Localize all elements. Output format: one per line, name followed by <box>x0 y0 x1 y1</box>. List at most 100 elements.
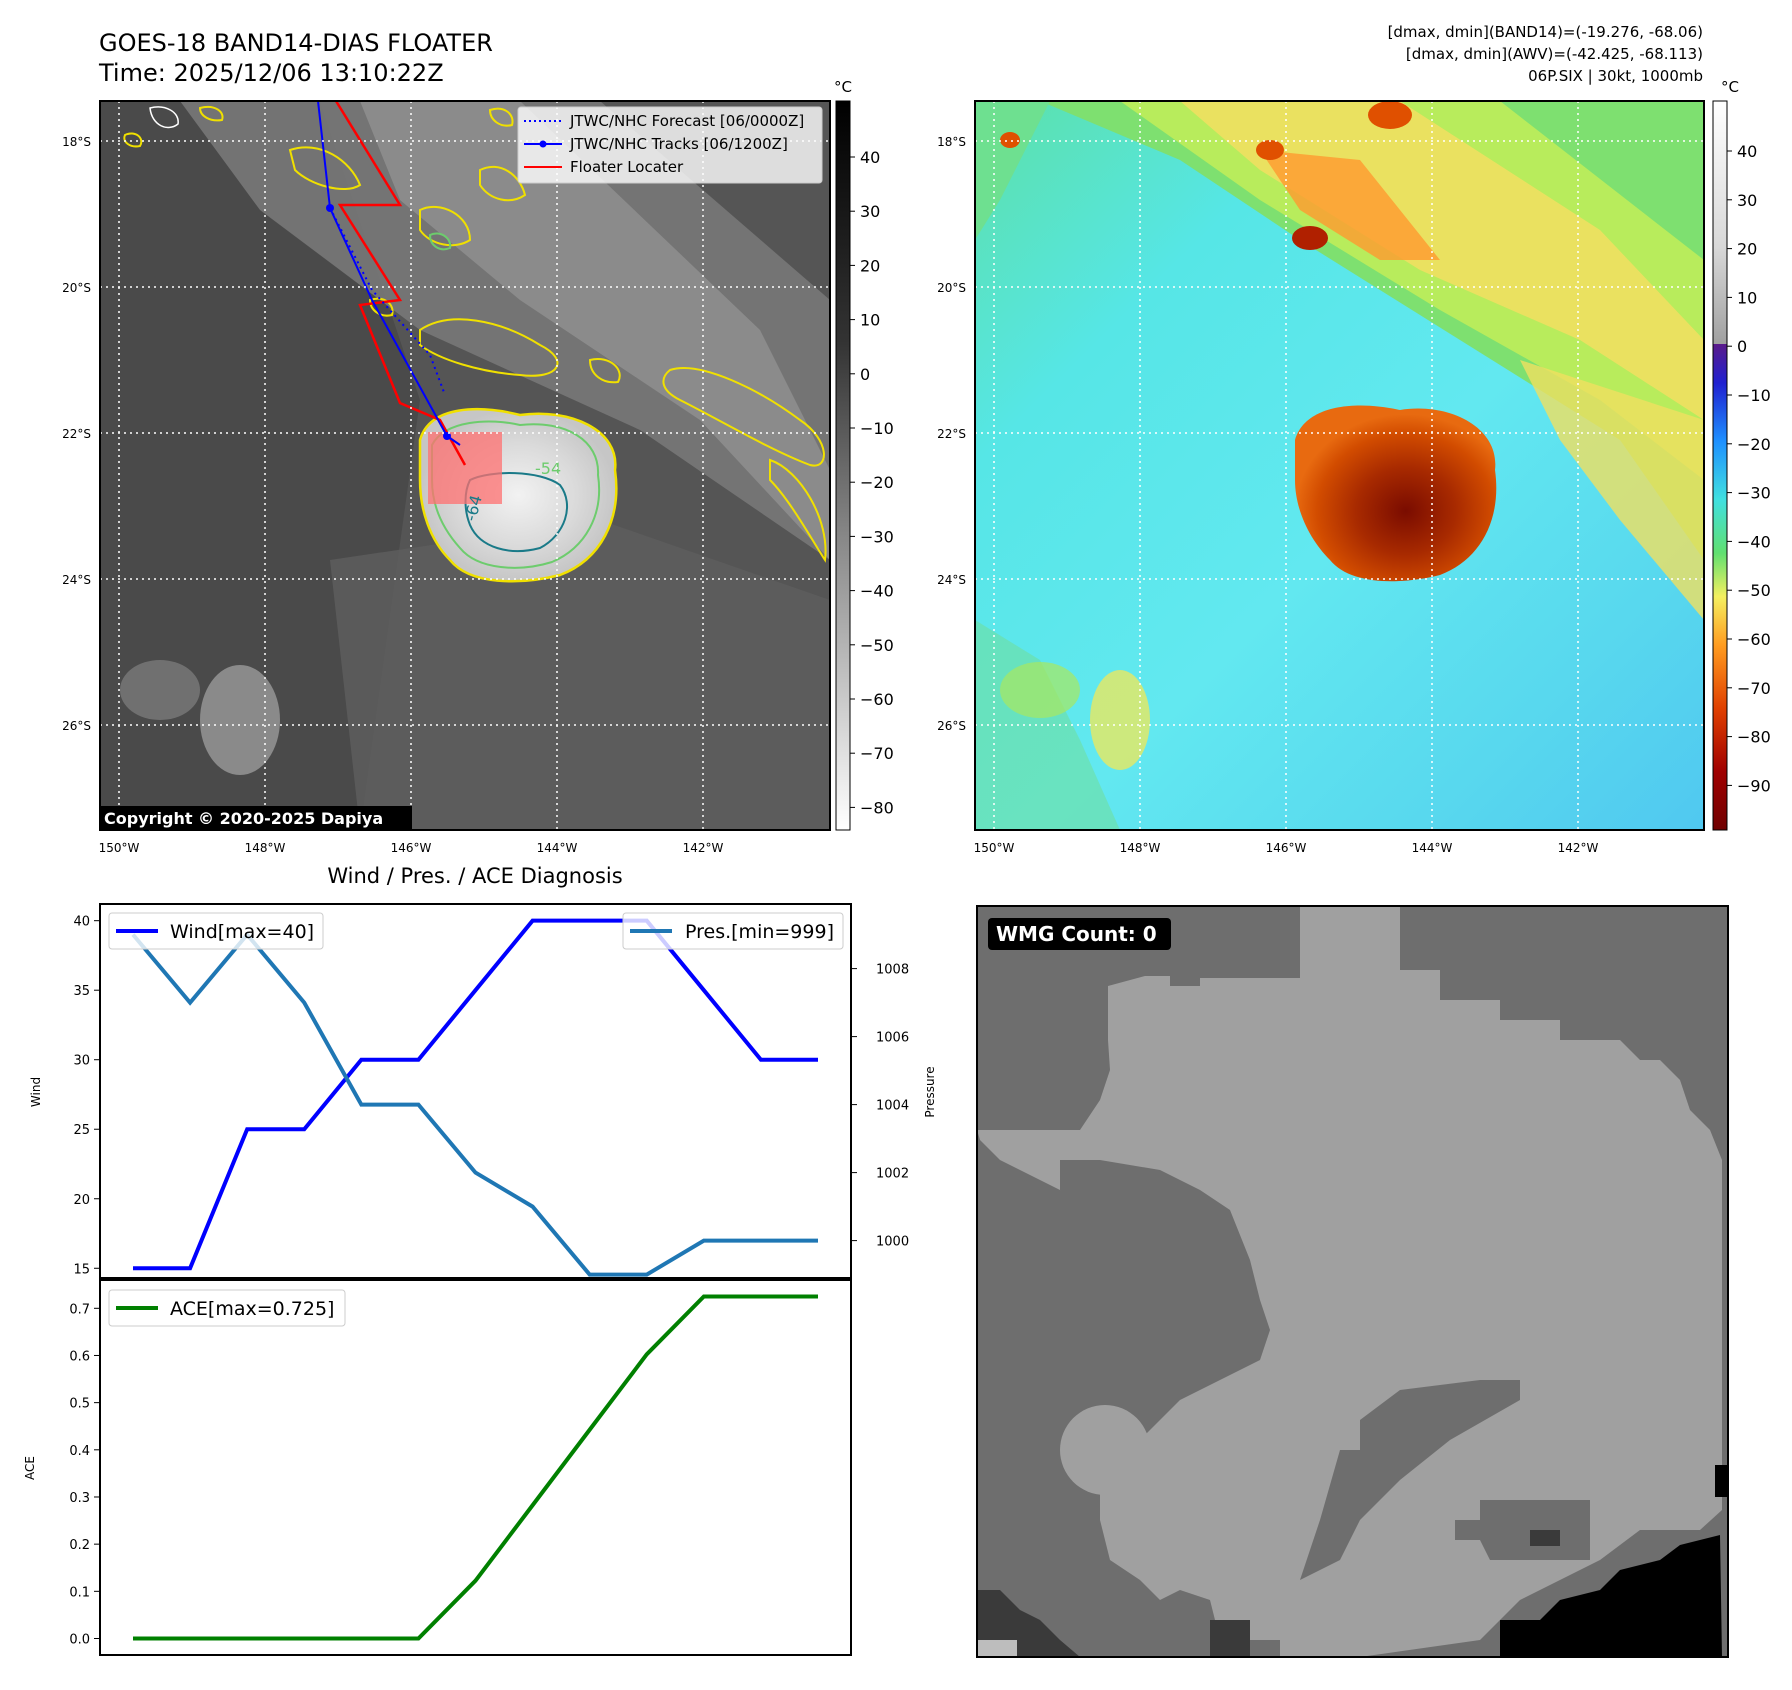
colorbar-tick-label: −40 <box>1737 532 1771 551</box>
colorbar-tick-label: 30 <box>1737 191 1757 210</box>
wind-tick-label: 20 <box>73 1193 90 1208</box>
ace-tick-label: 0.5 <box>69 1397 90 1412</box>
ace-legend-label: ACE[max=0.725] <box>170 1298 334 1320</box>
ir-map-lon-labels: 150°W 148°W 146°W 144°W 142°W <box>99 841 724 855</box>
lat-label: 20°S <box>62 281 91 295</box>
wind-axis-label: Wind <box>29 1077 43 1107</box>
color-colorbar: °C 40 30 20 10 0 −10 −20 −30 −40 −50 −60 −70 −80 −90 <box>1712 78 1771 831</box>
pressure-legend-label: Pres.[min=999] <box>685 921 834 943</box>
ir-map-legend: JTWC/NHC Forecast [06/0000Z] JTWC/NHC Tr… <box>517 106 823 184</box>
lat-label: 24°S <box>937 573 966 587</box>
stats-line2: [dmax, dmin](AWV)=(-42.425, -68.113) <box>1406 45 1703 63</box>
wind-chart-frame <box>99 903 852 1279</box>
awv-map-lat-labels: 18°S 20°S 22°S 24°S 26°S <box>937 135 966 733</box>
colorbar-tick-label: 20 <box>860 256 880 275</box>
colorbar-tick-label: −60 <box>860 690 894 709</box>
lon-label: 150°W <box>99 841 140 855</box>
lat-label: 18°S <box>62 135 91 149</box>
colorbar-tick-label: −20 <box>860 473 894 492</box>
wind-axis-ticks: 15 20 25 30 35 40 <box>73 915 100 1277</box>
pressure-tick-label: 1004 <box>876 1099 909 1114</box>
wind-legend-label: Wind[max=40] <box>170 921 314 943</box>
lat-label: 22°S <box>62 427 91 441</box>
legend-floater-label: Floater Locater <box>570 158 684 176</box>
colorbar-tick-label: 0 <box>860 365 870 384</box>
figure-title-line1: GOES-18 BAND14-DIAS FLOATER <box>99 29 493 57</box>
lon-label: 146°W <box>1266 841 1307 855</box>
wind-tick-label: 40 <box>73 915 90 930</box>
pressure-tick-label: 1006 <box>876 1031 909 1046</box>
stats-line1: [dmax, dmin](BAND14)=(-19.276, -68.06) <box>1388 23 1703 41</box>
colorbar-tick-label: 40 <box>860 148 880 167</box>
wmg-count-box <box>988 918 1171 950</box>
wind-tick-label: 30 <box>73 1054 90 1069</box>
diagnosis-title: Wind / Pres. / ACE Diagnosis <box>327 864 622 888</box>
lon-label: 146°W <box>391 841 432 855</box>
colorbar-tick-label: −10 <box>860 419 894 438</box>
colorbar-tick-label: −80 <box>1737 728 1771 747</box>
colorbar-tick-label: 30 <box>860 202 880 221</box>
wmg-light-region <box>977 906 1722 1657</box>
ace-axis-ticks: 0.0 0.1 0.2 0.3 0.4 0.5 0.6 0.7 <box>69 1302 100 1647</box>
lat-label: 22°S <box>937 427 966 441</box>
lon-label: 148°W <box>1120 841 1161 855</box>
diagnosis-panel: Wind / Pres. / ACE Diagnosis Wind Pressu… <box>23 864 937 1656</box>
ir-map-lat-labels: 18°S 20°S 22°S 24°S 26°S <box>62 135 91 733</box>
wind-tick-label: 15 <box>73 1262 90 1277</box>
colorbar-tick-label: −30 <box>1737 484 1771 503</box>
colorbar-tick-label: −70 <box>1737 679 1771 698</box>
colorbar-tick-label: −20 <box>1737 435 1771 454</box>
colorbar-tick-label: −60 <box>1737 630 1771 649</box>
ace-tick-label: 0.0 <box>69 1632 90 1647</box>
pressure-tick-label: 1002 <box>876 1167 909 1182</box>
ir-map-gridlines <box>100 101 830 830</box>
legend-tracks-label: JTWC/NHC Tracks [06/1200Z] <box>569 135 788 153</box>
ace-tick-label: 0.3 <box>69 1491 90 1506</box>
ir-map-image: -54 -64 <box>100 101 830 830</box>
copyright-text: Copyright © 2020-2025 Dapiya <box>104 809 383 828</box>
ace-tick-label: 0.4 <box>69 1444 90 1459</box>
wind-legend: Wind[max=40] <box>108 912 324 950</box>
colorbar-tick-label: −90 <box>1737 776 1771 795</box>
ace-tick-label: 0.6 <box>69 1349 90 1364</box>
awv-map-panel: 18°S 20°S 22°S 24°S 26°S 150°W 148°W 146… <box>937 78 1771 855</box>
ace-legend: ACE[max=0.725] <box>108 1289 346 1327</box>
contour-label-54: -54 <box>535 459 561 478</box>
wmg-count-label: WMG Count: 0 <box>996 922 1157 946</box>
legend-forecast-label: JTWC/NHC Forecast [06/0000Z] <box>569 112 804 130</box>
awv-map-lon-labels: 150°W 148°W 146°W 144°W 142°W <box>974 841 1599 855</box>
stats-line3: 06P.SIX | 30kt, 1000mb <box>1528 67 1703 85</box>
lat-label: 18°S <box>937 135 966 149</box>
gray-colorbar: °C 40 30 20 10 0 −10 −20 −30 −40 −50 −60 −70 −80 <box>834 78 894 831</box>
lon-label: 144°W <box>537 841 578 855</box>
colorbar-tick-label: −50 <box>860 636 894 655</box>
ace-tick-label: 0.2 <box>69 1538 90 1553</box>
wind-tick-label: 25 <box>73 1123 90 1138</box>
pressure-tick-label: 1000 <box>876 1235 909 1250</box>
ace-series-line <box>133 1294 818 1641</box>
lat-label: 26°S <box>937 719 966 733</box>
colorbar-tick-label: −50 <box>1737 581 1771 600</box>
figure-title-line2: Time: 2025/12/06 13:10:22Z <box>98 59 444 87</box>
wmg-panel: WMG Count: 0 <box>976 905 1729 1658</box>
color-colorbar-unit: °C <box>1721 78 1739 96</box>
colorbar-tick-label: −70 <box>860 744 894 763</box>
ace-chart-frame <box>99 1279 852 1656</box>
colorbar-tick-label: 40 <box>1737 142 1757 161</box>
lat-label: 24°S <box>62 573 91 587</box>
lon-label: 150°W <box>974 841 1015 855</box>
colorbar-tick-label: 0 <box>1737 337 1747 356</box>
colorbar-tick-label: 10 <box>860 311 880 330</box>
colorbar-tick-label: −30 <box>860 527 894 546</box>
ace-tick-label: 0.7 <box>69 1302 90 1317</box>
ir-map-panel: -54 -64 JTWC/NHC Forecast [06/0000Z] JTW… <box>62 78 894 855</box>
colorbar-tick-label: −40 <box>860 582 894 601</box>
lon-label: 148°W <box>245 841 286 855</box>
awv-map-image <box>975 101 1704 830</box>
lon-label: 142°W <box>1558 841 1599 855</box>
pressure-axis-ticks: 1000 1002 1004 1006 1008 <box>851 963 909 1250</box>
lon-label: 142°W <box>683 841 724 855</box>
wmg-left-blob <box>1060 1405 1150 1495</box>
lon-label: 144°W <box>1412 841 1453 855</box>
